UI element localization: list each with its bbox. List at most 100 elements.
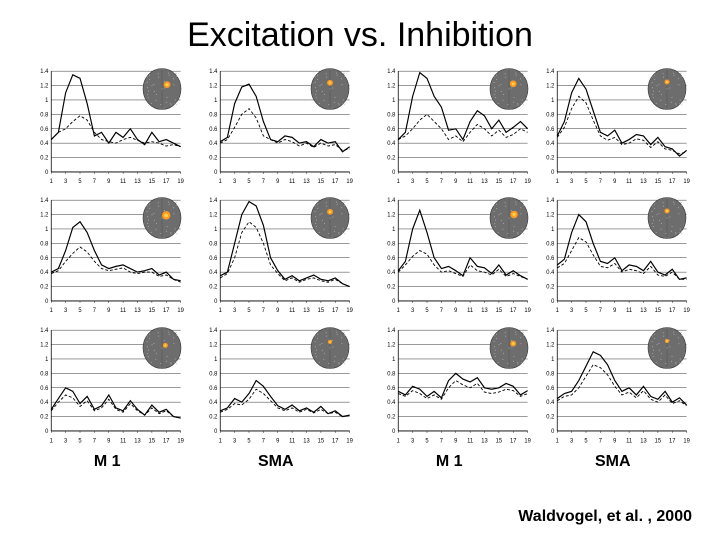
svg-text:17: 17 [510,308,517,314]
svg-text:1.2: 1.2 [209,83,218,89]
svg-text:11: 11 [467,438,474,444]
svg-text:5: 5 [247,179,251,185]
svg-text:3: 3 [64,438,68,444]
svg-text:9: 9 [107,179,111,185]
svg-text:0.4: 0.4 [40,141,49,147]
svg-text:15: 15 [654,179,661,185]
svg-text:19: 19 [346,308,353,314]
svg-text:1.4: 1.4 [40,69,49,75]
svg-text:11: 11 [289,308,296,314]
svg-text:0: 0 [392,299,396,305]
brain-inset-7 [646,196,688,240]
svg-text:1.4: 1.4 [209,69,218,75]
chart-panel-6: 00.20.40.60.811.21.4 135791113151719 [377,194,532,315]
chart-panel-8: 00.20.40.60.811.21.4 135791113151719 [30,324,185,445]
svg-text:0.6: 0.6 [209,256,218,262]
svg-text:5: 5 [425,179,429,185]
brain-inset-8 [141,326,183,370]
svg-text:0.2: 0.2 [546,414,555,420]
svg-text:1.2: 1.2 [209,342,218,348]
svg-text:0.6: 0.6 [387,256,396,262]
svg-text:19: 19 [346,179,353,185]
chart-panel-5: 00.20.40.60.811.21.4 135791113151719 [199,194,354,315]
svg-text:13: 13 [640,308,647,314]
svg-text:13: 13 [481,308,488,314]
svg-text:5: 5 [78,179,82,185]
svg-text:11: 11 [467,308,474,314]
svg-text:0: 0 [214,170,218,176]
svg-text:19: 19 [177,438,184,444]
svg-text:0.8: 0.8 [209,112,218,118]
chart-panel-1: 00.20.40.60.811.21.4 135791113151719 [199,65,354,186]
svg-text:15: 15 [496,438,503,444]
svg-text:0.2: 0.2 [387,155,396,161]
svg-text:0.8: 0.8 [209,242,218,248]
svg-text:1: 1 [397,179,401,185]
svg-text:11: 11 [626,308,633,314]
svg-text:9: 9 [454,179,458,185]
svg-text:0.8: 0.8 [387,112,396,118]
svg-text:15: 15 [496,308,503,314]
svg-text:19: 19 [524,308,531,314]
svg-text:5: 5 [584,308,588,314]
svg-text:9: 9 [276,438,280,444]
svg-text:11: 11 [626,179,633,185]
svg-text:13: 13 [481,438,488,444]
svg-text:1: 1 [218,308,222,314]
svg-text:9: 9 [107,438,111,444]
svg-text:15: 15 [149,179,156,185]
svg-text:9: 9 [613,438,617,444]
brain-inset-9 [309,326,351,370]
svg-text:3: 3 [64,308,68,314]
svg-text:15: 15 [317,179,324,185]
svg-text:1: 1 [45,227,49,233]
svg-text:3: 3 [411,179,415,185]
svg-text:1.4: 1.4 [546,198,555,204]
svg-text:17: 17 [163,308,170,314]
chart-panel-0: 00.20.40.60.811.21.4 135791113151719 [30,65,185,186]
svg-text:0.4: 0.4 [209,270,218,276]
svg-text:0.2: 0.2 [40,414,49,420]
svg-text:19: 19 [524,179,531,185]
svg-text:15: 15 [654,308,661,314]
svg-text:0.8: 0.8 [546,112,555,118]
citation-text: Waldvogel, et al. , 2000 [518,508,692,526]
svg-text:13: 13 [303,438,310,444]
svg-text:5: 5 [584,438,588,444]
svg-text:11: 11 [120,438,127,444]
svg-text:0.8: 0.8 [40,112,49,118]
svg-text:11: 11 [120,308,127,314]
svg-text:3: 3 [233,438,237,444]
svg-text:1: 1 [214,98,218,104]
svg-text:1.2: 1.2 [546,83,555,89]
svg-text:1: 1 [555,179,559,185]
brain-inset-2 [488,67,530,111]
svg-text:15: 15 [317,308,324,314]
svg-text:0.6: 0.6 [209,127,218,133]
svg-text:0.4: 0.4 [546,141,555,147]
svg-text:13: 13 [134,179,141,185]
svg-text:11: 11 [289,438,296,444]
svg-text:7: 7 [440,438,444,444]
svg-text:9: 9 [276,179,280,185]
svg-text:7: 7 [93,308,97,314]
svg-text:5: 5 [425,438,429,444]
svg-text:0.6: 0.6 [40,385,49,391]
svg-text:9: 9 [107,308,111,314]
svg-text:1.2: 1.2 [546,342,555,348]
svg-text:17: 17 [332,308,339,314]
svg-text:1.4: 1.4 [546,69,555,75]
svg-text:1.4: 1.4 [387,328,396,334]
svg-text:1: 1 [551,357,555,363]
col-label-3: M 1 [377,453,522,471]
svg-text:13: 13 [640,179,647,185]
brain-inset-5 [309,196,351,240]
svg-text:1: 1 [218,179,222,185]
chart-panel-7: 00.20.40.60.811.21.4 135791113151719 [536,194,691,315]
svg-text:0.8: 0.8 [546,242,555,248]
svg-text:1.4: 1.4 [40,198,49,204]
brain-inset-3 [646,67,688,111]
svg-text:1.4: 1.4 [387,198,396,204]
svg-text:17: 17 [163,438,170,444]
panel-grid: 00.20.40.60.811.21.4 135791113151719 00.… [30,65,690,445]
